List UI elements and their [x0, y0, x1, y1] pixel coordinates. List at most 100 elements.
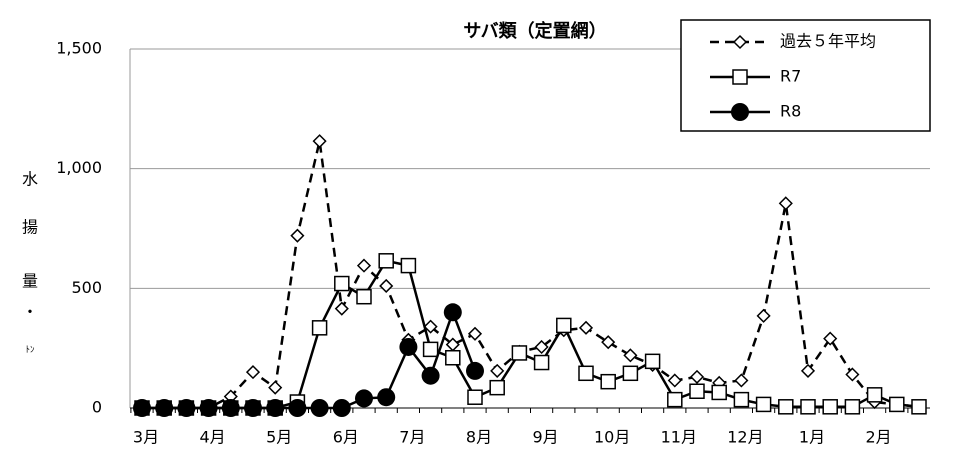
series-line [142, 259, 920, 410]
point [533, 354, 550, 371]
x-tick-label: 5月 [266, 428, 292, 447]
x-tick-label: 11月 [661, 428, 697, 447]
point [511, 345, 528, 361]
point [778, 196, 793, 211]
x-tick-label: 6月 [333, 428, 359, 447]
series [134, 134, 927, 416]
point [221, 399, 240, 417]
y-axis-label: 量 [22, 272, 38, 291]
x-tick-label: 4月 [200, 428, 226, 447]
point [755, 396, 772, 413]
legend-label: R7 [780, 67, 801, 86]
point [445, 349, 461, 366]
point [866, 387, 883, 403]
x-tick-label: 3月 [133, 428, 159, 447]
point [732, 69, 748, 85]
point [332, 399, 351, 417]
point [377, 388, 396, 407]
point [756, 308, 771, 323]
point [622, 365, 639, 382]
x-tick-label: 2月 [866, 428, 892, 447]
x-tick-label: 1月 [799, 428, 825, 447]
x-tick-label: 12月 [727, 428, 763, 447]
point [155, 399, 174, 417]
y-axis-label: ・ [22, 303, 38, 322]
point [399, 337, 418, 356]
point [733, 391, 750, 408]
x-tick-label: 8月 [466, 428, 492, 447]
point [466, 361, 484, 380]
point [421, 366, 440, 385]
legend-label: R8 [780, 102, 801, 121]
point [667, 373, 682, 388]
point [644, 353, 661, 370]
x-tick-label: 9月 [533, 428, 559, 447]
y-tick-label: 1,000 [56, 158, 102, 177]
point [778, 399, 794, 415]
y-tick-label: 1,500 [56, 39, 102, 58]
x-tick-label: 10月 [594, 428, 630, 447]
point [311, 320, 328, 336]
legend-label: 過去５年平均 [780, 32, 876, 51]
point [601, 335, 616, 350]
point [133, 399, 151, 417]
point [489, 379, 505, 396]
point [490, 363, 505, 378]
point [689, 383, 705, 399]
point [578, 320, 594, 335]
point [711, 384, 727, 401]
point [534, 339, 549, 355]
series-line [142, 308, 477, 410]
point [378, 253, 394, 269]
point [422, 341, 439, 358]
point [423, 319, 438, 334]
point [312, 134, 327, 149]
y-axis-label: 揚 [22, 218, 38, 237]
point [689, 369, 705, 384]
point [800, 363, 816, 378]
point [356, 288, 372, 305]
point [443, 303, 462, 322]
point [268, 380, 283, 395]
point [623, 348, 638, 363]
point [245, 365, 261, 380]
series-line [142, 140, 920, 410]
point [310, 399, 329, 417]
point [844, 399, 861, 415]
point [556, 317, 572, 334]
y-tick-label: 500 [71, 278, 102, 297]
point [667, 391, 683, 408]
legend-marker [731, 103, 749, 121]
point [822, 399, 838, 415]
point [734, 373, 749, 388]
legend-marker [732, 69, 748, 85]
chart-title: サバ類（定置網） [463, 20, 606, 42]
point [290, 228, 305, 243]
y-tick-label: 0 [92, 398, 102, 417]
point [911, 399, 927, 415]
series [134, 253, 927, 416]
series [133, 303, 484, 417]
point [731, 103, 749, 121]
point [379, 278, 394, 294]
point [400, 257, 417, 274]
point [600, 373, 616, 390]
point [288, 399, 307, 417]
x-tick-label: 7月 [399, 428, 425, 447]
y-axis-label: 水 [22, 170, 38, 189]
point [199, 399, 218, 417]
point [845, 367, 860, 382]
point [823, 331, 838, 346]
point [334, 301, 349, 316]
point [467, 389, 483, 405]
y-axis-label: ﾄﾝ [25, 346, 35, 356]
point [800, 399, 816, 415]
point [177, 399, 196, 417]
point [334, 275, 350, 292]
point [732, 34, 748, 50]
point [889, 396, 905, 413]
point [244, 399, 262, 417]
point [356, 258, 372, 273]
point [355, 389, 373, 408]
